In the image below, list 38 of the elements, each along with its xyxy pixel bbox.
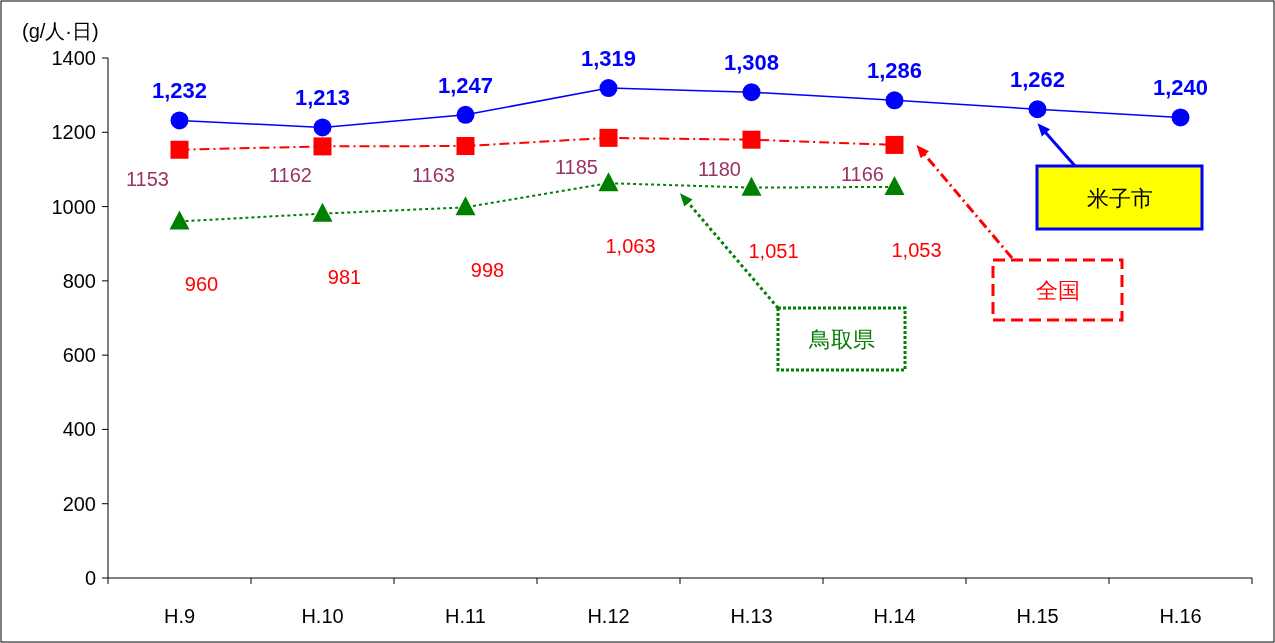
y-tick-label: 1400	[51, 47, 96, 69]
data-label: 1,240	[1152, 75, 1209, 101]
data-label: 1,308	[723, 50, 780, 76]
data-label: 1,319	[580, 46, 637, 72]
y-tick-label: 1200	[51, 121, 96, 144]
data-label: 1,213	[294, 85, 351, 111]
data-label: 1,232	[151, 78, 208, 104]
x-tick-label: H.10	[301, 605, 344, 627]
y-tick-label: 200	[62, 492, 96, 515]
y-tick-label: 0	[84, 567, 96, 589]
x-tick-label: H.15	[1016, 605, 1059, 627]
data-label: 960	[184, 273, 219, 296]
y-tick-label: 1000	[51, 195, 96, 218]
data-label: 1,262	[1009, 67, 1066, 93]
data-label: 1163	[411, 164, 456, 187]
x-tick-label: H.11	[445, 605, 486, 627]
y-tick-label: 600	[62, 344, 96, 367]
data-label: 1162	[268, 164, 313, 187]
x-tick-label: H.9	[163, 605, 196, 627]
data-label: 1,063	[605, 235, 656, 258]
y-tick-label: 800	[62, 269, 96, 292]
x-tick-label: H.14	[873, 605, 916, 627]
x-tick-label: H.12	[587, 605, 630, 627]
data-label: 998	[470, 259, 505, 282]
data-label: 1,247	[437, 72, 494, 98]
data-label: 1166	[840, 162, 885, 185]
data-label: 1,286	[866, 58, 923, 84]
data-label: 1,051	[748, 239, 799, 262]
x-tick-label: H.16	[1159, 605, 1202, 627]
data-label: 1180	[697, 157, 742, 180]
data-label: 981	[327, 265, 362, 288]
data-label: 1,053	[891, 238, 942, 261]
y-tick-label: 400	[62, 418, 96, 441]
text: 鳥取県	[807, 327, 875, 352]
data-label: 1153	[125, 167, 170, 190]
x-tick-label: H.13	[730, 605, 773, 627]
data-label: 1185	[554, 155, 599, 178]
y-axis-title: (g/人·日)	[22, 20, 99, 42]
